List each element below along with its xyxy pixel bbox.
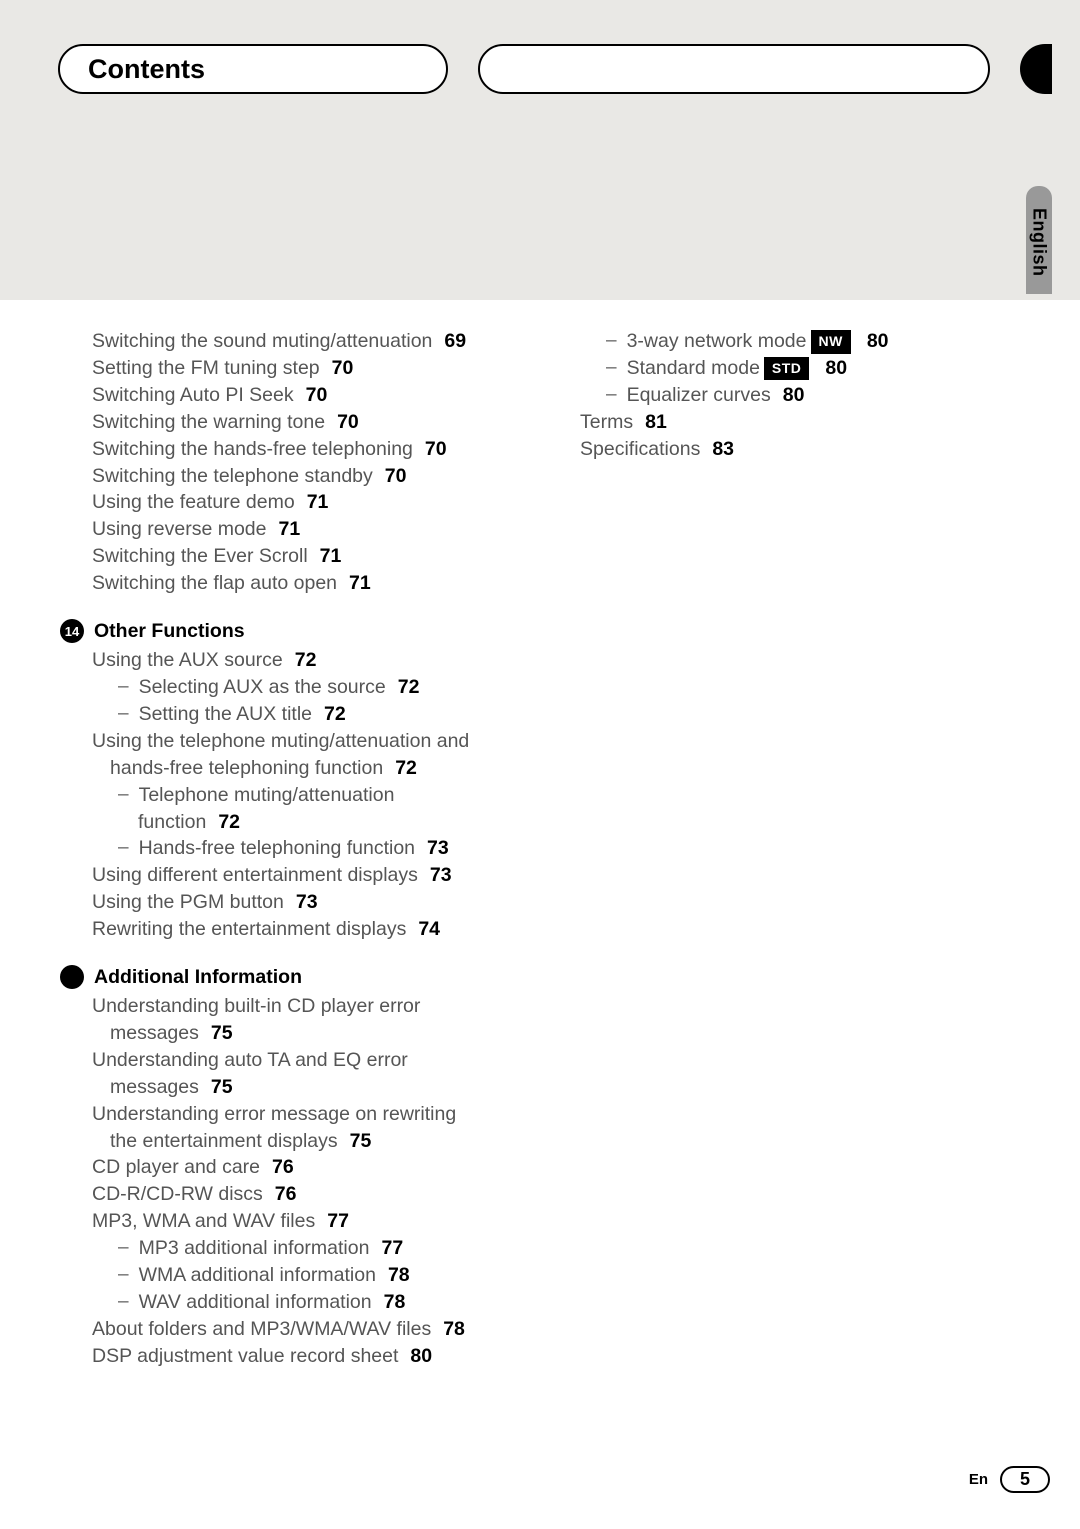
toc-entry: Switching the hands-free telephoning70 <box>92 436 532 463</box>
toc-subentry: –WAV additional information78 <box>92 1289 532 1316</box>
toc-entry: Switching the warning tone70 <box>92 409 532 436</box>
toc-subentry: –Hands-free telephoning function73 <box>92 835 532 862</box>
toc-entry-cont: the entertainment displays75 <box>92 1128 532 1155</box>
toc-entry-cont: messages75 <box>92 1074 532 1101</box>
toc-entry-cont: hands-free telephoning function72 <box>92 755 532 782</box>
toc-entry: Using the PGM button73 <box>92 889 532 916</box>
toc-entry: Specifications83 <box>580 436 1020 463</box>
toc-entry-cont: messages75 <box>92 1020 532 1047</box>
toc-entry: Using the feature demo71 <box>92 489 532 516</box>
contents-title: Contents <box>88 54 205 85</box>
toc-entry: Understanding error message on rewriting <box>92 1101 532 1128</box>
toc-subentry: –WMA additional information78 <box>92 1262 532 1289</box>
section-bullet-icon <box>60 965 84 989</box>
footer-lang: En <box>969 1471 988 1488</box>
blank-pill <box>478 44 990 94</box>
section-title: Other Functions <box>94 620 245 643</box>
toc-entry: Using the AUX source72 <box>92 647 532 674</box>
toc-entry: Setting the FM tuning step70 <box>92 355 532 382</box>
toc-entry: CD player and care76 <box>92 1154 532 1181</box>
language-tab: English <box>1026 186 1052 294</box>
toc-subentry: –Equalizer curves80 <box>580 382 1020 409</box>
nw-badge: NW <box>811 330 851 353</box>
toc-entry: Using reverse mode71 <box>92 516 532 543</box>
toc-column-left: Switching the sound muting/attenuation69… <box>92 328 532 1370</box>
toc-subentry: –3-way network modeNW80 <box>580 328 1020 355</box>
toc-entry: Switching the Ever Scroll71 <box>92 543 532 570</box>
header-grey-band: Contents English <box>0 0 1080 300</box>
toc-entry: About folders and MP3/WMA/WAV files78 <box>92 1316 532 1343</box>
toc-entry: Rewriting the entertainment displays74 <box>92 916 532 943</box>
toc-entry: Understanding auto TA and EQ error <box>92 1047 532 1074</box>
toc-entry: DSP adjustment value record sheet80 <box>92 1343 532 1370</box>
toc-entry: Switching Auto PI Seek70 <box>92 382 532 409</box>
toc-entry: Switching the flap auto open71 <box>92 570 532 597</box>
std-badge: STD <box>764 357 810 380</box>
section-bullet-icon: 14 <box>60 619 84 643</box>
toc-entry: MP3, WMA and WAV files77 <box>92 1208 532 1235</box>
page-footer: En 5 <box>969 1466 1050 1493</box>
toc-entry: Switching the sound muting/attenuation69 <box>92 328 532 355</box>
toc-subentry-cont: function72 <box>92 809 532 836</box>
toc-entry: Terms81 <box>580 409 1020 436</box>
language-tab-label: English <box>1029 208 1050 277</box>
toc-subentry: –Setting the AUX title72 <box>92 701 532 728</box>
contents-pill: Contents <box>58 44 448 94</box>
toc-column-right: –3-way network modeNW80 –Standard modeST… <box>580 328 1020 1370</box>
toc-subentry: –Telephone muting/attenuation <box>92 782 532 809</box>
toc-entry: CD-R/CD-RW discs76 <box>92 1181 532 1208</box>
toc-subentry: –Standard modeSTD80 <box>580 355 1020 382</box>
toc-subentry: –MP3 additional information77 <box>92 1235 532 1262</box>
toc-subentry: –Selecting AUX as the source72 <box>92 674 532 701</box>
black-pill-stub <box>1020 44 1052 94</box>
footer-page-num: 5 <box>1000 1466 1050 1493</box>
section-title: Additional Information <box>94 966 302 989</box>
toc-entry: Understanding built-in CD player error <box>92 993 532 1020</box>
toc-entry: Switching the telephone standby70 <box>92 463 532 490</box>
toc-entry: Using different entertainment displays73 <box>92 862 532 889</box>
toc-entry: Using the telephone muting/attenuation a… <box>92 728 532 755</box>
